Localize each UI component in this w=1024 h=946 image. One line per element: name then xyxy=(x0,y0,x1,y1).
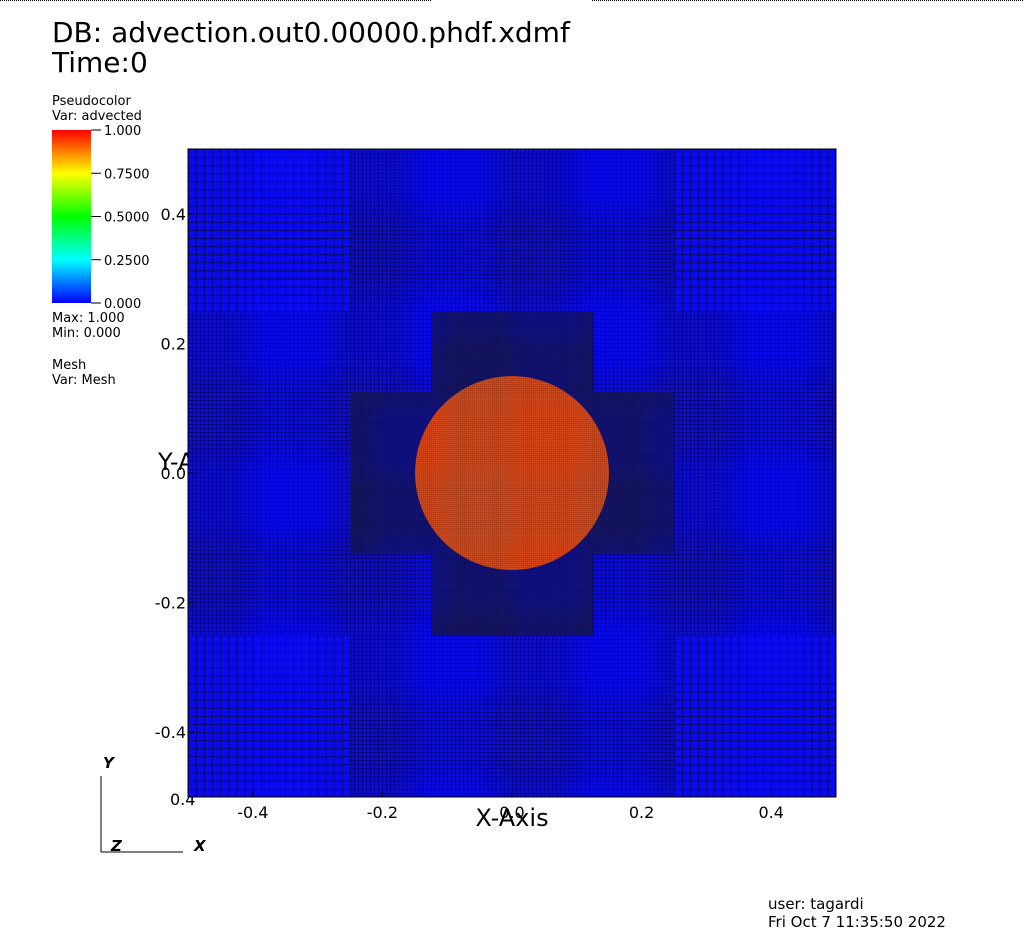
x-axis-title: X-Axis xyxy=(475,804,548,832)
legend-variable: Var: advected xyxy=(52,109,142,124)
advected-blob xyxy=(415,376,609,570)
y-tick-label: -0.4 xyxy=(155,723,186,742)
legend-min: Min: 0.000 xyxy=(52,326,121,341)
mesh-legend-variable: Var: Mesh xyxy=(52,373,116,388)
y-tick-label: 0.4 xyxy=(161,205,186,224)
x-tick-label: 0.2 xyxy=(629,803,654,822)
color-bar-label: 0.000 xyxy=(104,297,141,312)
mesh-legend-type: Mesh xyxy=(52,358,86,373)
db-title: DB: advection.out0.00000.phdf.xdmf xyxy=(52,16,571,49)
mesh-plot xyxy=(187,148,837,798)
y-tick-label: -0.2 xyxy=(155,594,186,613)
y-tick-label: 0.2 xyxy=(161,334,186,353)
triad-y: Y xyxy=(103,754,116,772)
time-title: Time:0 xyxy=(51,46,148,79)
color-bar-label: 0.5000 xyxy=(104,211,150,226)
color-bar-label: 0.7500 xyxy=(104,167,150,182)
color-bar xyxy=(52,130,91,303)
legend-max: Max: 1.000 xyxy=(52,311,125,326)
color-bar-label: 0.2500 xyxy=(104,254,150,269)
footer-date: Fri Oct 7 11:35:50 2022 xyxy=(768,913,946,931)
x-tick-label: 0.0 xyxy=(499,803,524,822)
triad-x: X xyxy=(193,837,207,855)
triad-z: Z xyxy=(110,837,123,855)
x-tick-label: -0.2 xyxy=(367,803,398,822)
legend-plot-type: Pseudocolor xyxy=(52,94,131,109)
y-tick-label: 0.0 xyxy=(161,464,186,483)
footer-user: user: tagardi xyxy=(768,895,864,913)
triad: Y Z X xyxy=(100,754,207,855)
x-tick-label: 0.4 xyxy=(758,803,783,822)
x-tick-label: -0.4 xyxy=(237,803,268,822)
color-bar-label: 1.000 xyxy=(104,124,141,139)
